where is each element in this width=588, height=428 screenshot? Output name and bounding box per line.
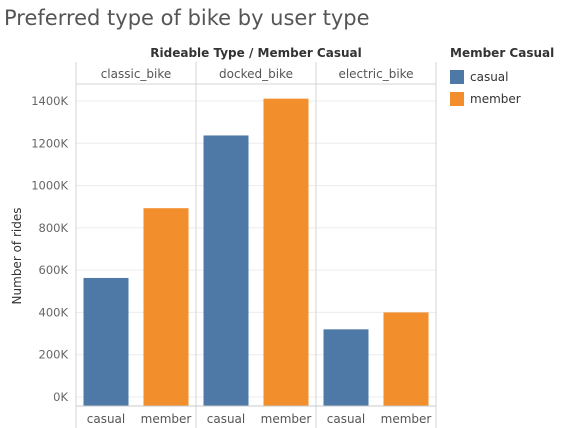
- legend-swatch-member: [450, 92, 464, 106]
- x-tick-label: member: [141, 412, 192, 426]
- facet-header-title: Rideable Type / Member Casual: [150, 46, 361, 60]
- y-tick-label: 400K: [39, 305, 69, 319]
- legend-item-member[interactable]: member: [450, 88, 554, 110]
- facet-label-docked_bike: docked_bike: [219, 67, 293, 81]
- y-tick-label: 600K: [39, 263, 69, 277]
- y-axis-label: Number of rides: [10, 208, 24, 305]
- facet-label-electric_bike: electric_bike: [338, 67, 413, 81]
- x-tick-label: casual: [327, 412, 366, 426]
- x-tick-label: member: [261, 412, 312, 426]
- bar-electric_bike-casual: [323, 329, 369, 406]
- x-tick-label: member: [381, 412, 432, 426]
- legend-label-casual: casual: [470, 70, 509, 84]
- legend-swatch-casual: [450, 70, 464, 84]
- bar-classic_bike-member: [143, 208, 189, 406]
- bar-docked_bike-casual: [203, 135, 249, 406]
- chart-title: Preferred type of bike by user type: [4, 6, 370, 30]
- legend-label-member: member: [470, 92, 521, 106]
- y-tick-label: 1000K: [31, 179, 68, 193]
- y-tick-label: 200K: [39, 348, 69, 362]
- bar-electric_bike-member: [383, 312, 429, 406]
- x-tick-label: casual: [207, 412, 246, 426]
- facet-label-classic_bike: classic_bike: [101, 67, 172, 81]
- legend-title: Member Casual: [450, 46, 555, 60]
- x-tick-label: casual: [87, 412, 126, 426]
- bar-classic_bike-casual: [83, 277, 129, 406]
- y-tick-label: 1400K: [31, 94, 68, 108]
- legend: Member Casual casual member: [450, 46, 554, 110]
- bar-docked_bike-member: [263, 98, 309, 406]
- y-tick-label: 800K: [39, 221, 69, 235]
- y-tick-label: 1200K: [31, 136, 68, 150]
- legend-item-casual[interactable]: casual: [450, 66, 554, 88]
- y-tick-label: 0K: [53, 390, 68, 404]
